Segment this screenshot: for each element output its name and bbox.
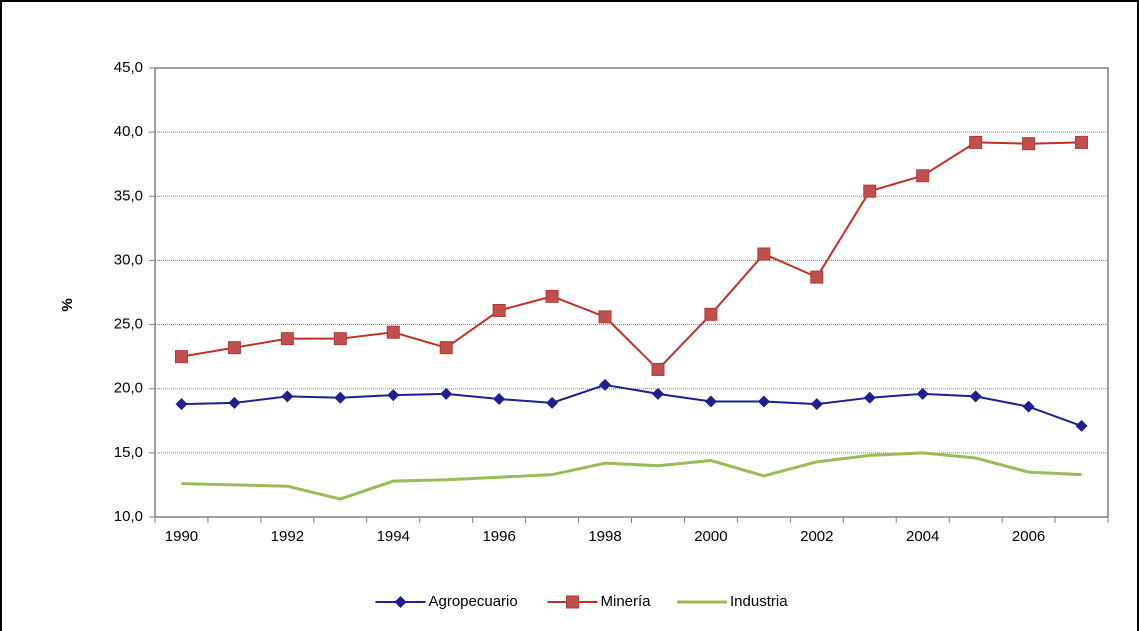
- marker: [651, 362, 665, 376]
- marker: [969, 390, 982, 403]
- x-tick-label: 2006: [1012, 528, 1045, 545]
- x-tick-label: 1996: [482, 528, 515, 545]
- marker: [440, 387, 453, 400]
- y-tick-label: 10,0: [114, 508, 143, 525]
- marker: [174, 350, 188, 364]
- marker: [281, 390, 294, 403]
- marker: [175, 398, 188, 411]
- marker: [757, 395, 770, 408]
- marker: [333, 332, 347, 346]
- marker: [492, 303, 506, 317]
- marker: [810, 270, 824, 284]
- marker: [546, 396, 559, 409]
- marker: [969, 135, 983, 149]
- legend-label: Industria: [730, 593, 788, 610]
- marker: [493, 392, 506, 405]
- y-tick-label: 40,0: [114, 123, 143, 140]
- x-tick-label: 1998: [588, 528, 621, 545]
- marker: [916, 387, 929, 400]
- x-tick-label: 1992: [271, 528, 304, 545]
- marker: [545, 289, 559, 303]
- x-tick-label: 1994: [377, 528, 410, 545]
- x-tick-label: 1990: [165, 528, 198, 545]
- marker: [334, 391, 347, 404]
- marker: [598, 310, 612, 324]
- legend-marker: [394, 596, 407, 608]
- x-tick-label: 2004: [906, 528, 939, 545]
- y-tick-label: 45,0: [114, 59, 143, 76]
- marker: [386, 325, 400, 339]
- marker: [439, 341, 453, 355]
- y-tick-label: 30,0: [114, 251, 143, 268]
- marker: [280, 332, 294, 346]
- series-line: [181, 141, 1082, 371]
- marker: [651, 387, 664, 400]
- marker: [387, 389, 400, 402]
- marker: [1075, 419, 1088, 432]
- marker: [704, 307, 718, 321]
- y-tick-label: 35,0: [114, 187, 143, 204]
- marker: [863, 184, 877, 198]
- x-tick-label: 2000: [694, 528, 727, 545]
- y-tick-label: 20,0: [114, 380, 143, 397]
- y-axis-title: %: [59, 298, 76, 311]
- marker: [863, 391, 876, 404]
- legend-marker: [566, 595, 579, 609]
- x-tick-label: 2002: [800, 528, 833, 545]
- marker: [599, 378, 612, 391]
- marker: [1022, 400, 1035, 413]
- legend-label: Minería: [601, 593, 652, 610]
- marker: [227, 341, 241, 355]
- y-tick-label: 25,0: [114, 316, 143, 333]
- marker: [704, 395, 717, 408]
- series-line: [181, 383, 1082, 427]
- marker: [1022, 137, 1036, 151]
- marker: [1075, 135, 1089, 149]
- marker: [757, 247, 771, 261]
- series-line: [181, 451, 1082, 501]
- marker: [228, 396, 241, 409]
- y-tick-label: 15,0: [114, 444, 143, 461]
- marker: [810, 398, 823, 411]
- marker: [916, 169, 930, 183]
- legend-label: Agropecuario: [429, 593, 518, 610]
